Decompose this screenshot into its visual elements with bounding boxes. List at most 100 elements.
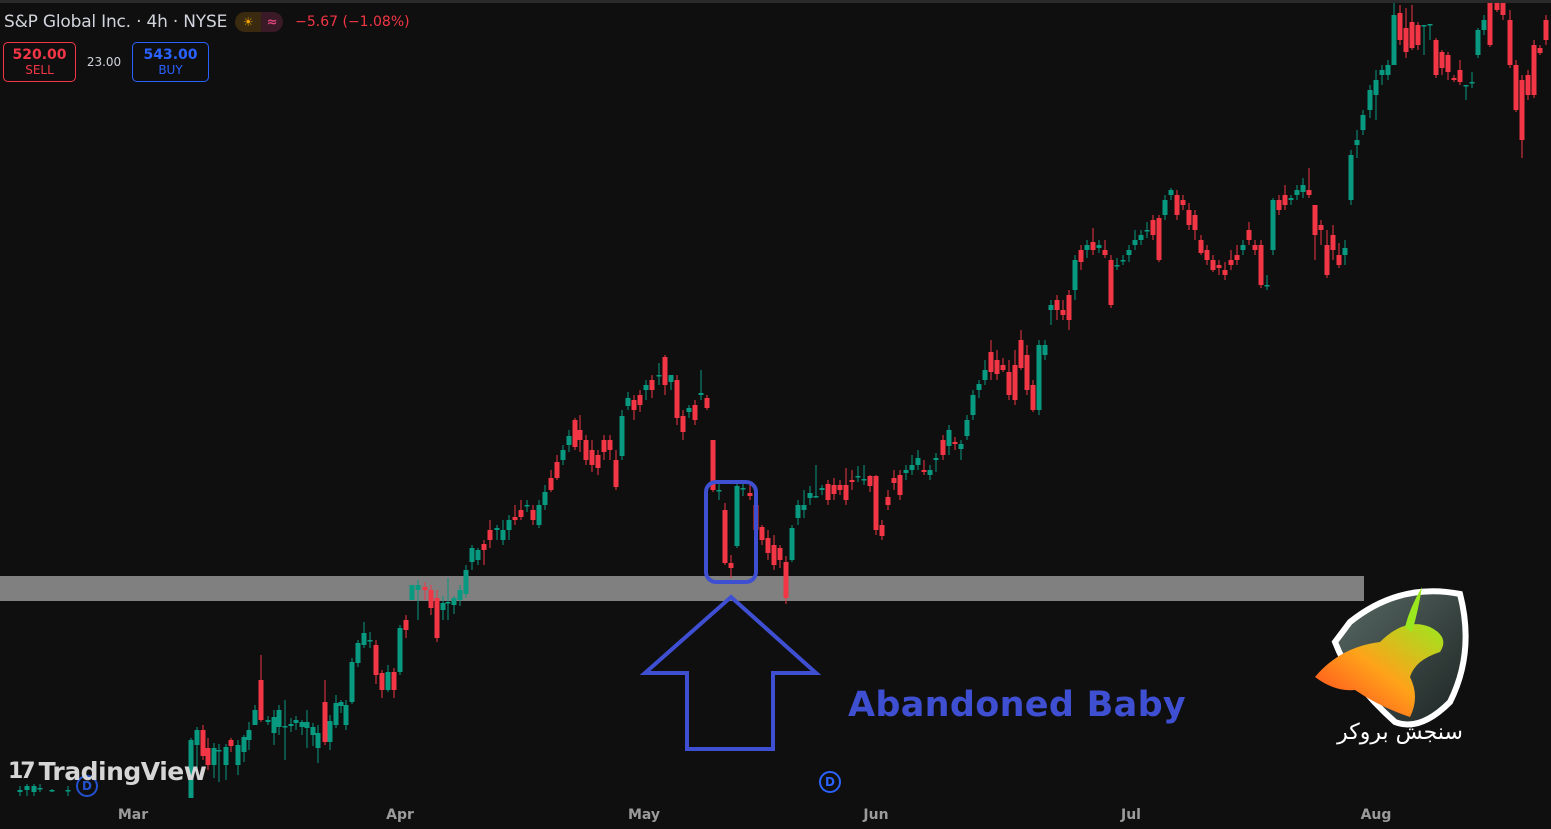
candle [1018,340,1024,368]
candle [65,790,71,792]
time-axis[interactable]: Mar Apr May Jun Jul Aug [0,803,1551,829]
candle [637,395,643,405]
candle [807,493,813,498]
candle [1132,240,1138,245]
candle [1379,70,1385,75]
candle [1525,75,1531,95]
candle [445,602,451,604]
candle [566,436,572,445]
candle [379,673,385,690]
candle [428,590,434,608]
candle [1391,15,1397,65]
candle [355,643,361,663]
candle-series [17,3,1549,798]
candle [1048,305,1054,310]
candle [524,505,530,507]
candle [837,485,843,490]
candle [1228,260,1234,265]
candle [674,380,680,418]
candle [891,478,897,483]
candle [1445,55,1451,72]
candle [31,786,37,792]
candle [1507,20,1513,65]
buy-button[interactable]: 543.00 BUY [132,42,209,82]
candle [367,640,373,642]
candle [194,730,200,745]
candle [1006,372,1012,395]
candle [1494,3,1500,10]
candle [680,416,686,432]
candle [530,510,536,520]
candle [37,788,43,790]
candle [1246,230,1252,240]
candle [1531,45,1537,95]
candle [982,370,988,380]
symbol-header: S&P Global Inc. · 4h · NYSE ☀ ≈ −5.67 (−… [4,10,410,34]
candle [795,505,801,518]
candle [451,598,457,605]
candle [403,620,409,630]
sell-button[interactable]: 520.00 SELL [3,42,76,82]
candle [1513,65,1519,110]
broker-logo-icon [1315,587,1469,728]
candle [188,740,194,798]
candle [771,545,777,565]
candle [1475,30,1481,55]
symbol-title[interactable]: S&P Global Inc. · 4h · NYSE [4,12,228,32]
tradingview-watermark: 17 TradingView [8,757,207,786]
abandoned-baby-highlight-box [704,480,758,584]
up-arrow-annotation [639,594,822,751]
dividend-marker[interactable]: D [76,775,98,797]
candle [469,548,475,562]
candle [619,416,625,456]
candle [1457,70,1463,82]
candle [1024,355,1030,390]
candle [952,442,958,444]
market-status-pill[interactable]: ☀ ≈ [235,12,284,32]
candle [24,786,30,790]
candle [855,476,861,478]
candle [1451,78,1457,80]
candle [1114,265,1120,267]
candle [487,530,493,540]
candle [1060,310,1066,315]
top-border [0,0,1551,3]
time-axis-label: Apr [386,807,414,823]
sell-price: 520.00 [12,46,67,63]
candle [631,400,637,410]
candle [49,790,55,792]
candle [17,790,23,792]
candle [589,450,595,465]
candle [463,570,469,594]
candle [391,672,397,690]
candle [385,672,391,690]
dividend-marker[interactable]: D [819,771,841,793]
candle [205,748,211,765]
candle [397,628,403,672]
candle [228,740,234,746]
candle [662,357,668,385]
candle [1469,82,1475,84]
candle [434,598,440,638]
candle [740,488,746,490]
candle [698,393,704,395]
candle [704,398,710,408]
candle [572,420,578,447]
candle [668,375,674,382]
candle [946,430,952,446]
candle [1066,295,1072,320]
tradingview-logo-icon: 17 [8,759,36,784]
candle [223,747,229,765]
candle [813,496,819,498]
candle [1192,215,1198,230]
time-axis-label: Aug [1360,807,1392,823]
candle [1427,24,1433,26]
candle [1084,245,1090,250]
candle [643,385,649,390]
candle [258,680,264,720]
candle [625,398,631,406]
candle [1360,115,1366,130]
candle [512,517,518,520]
candle [304,722,310,728]
